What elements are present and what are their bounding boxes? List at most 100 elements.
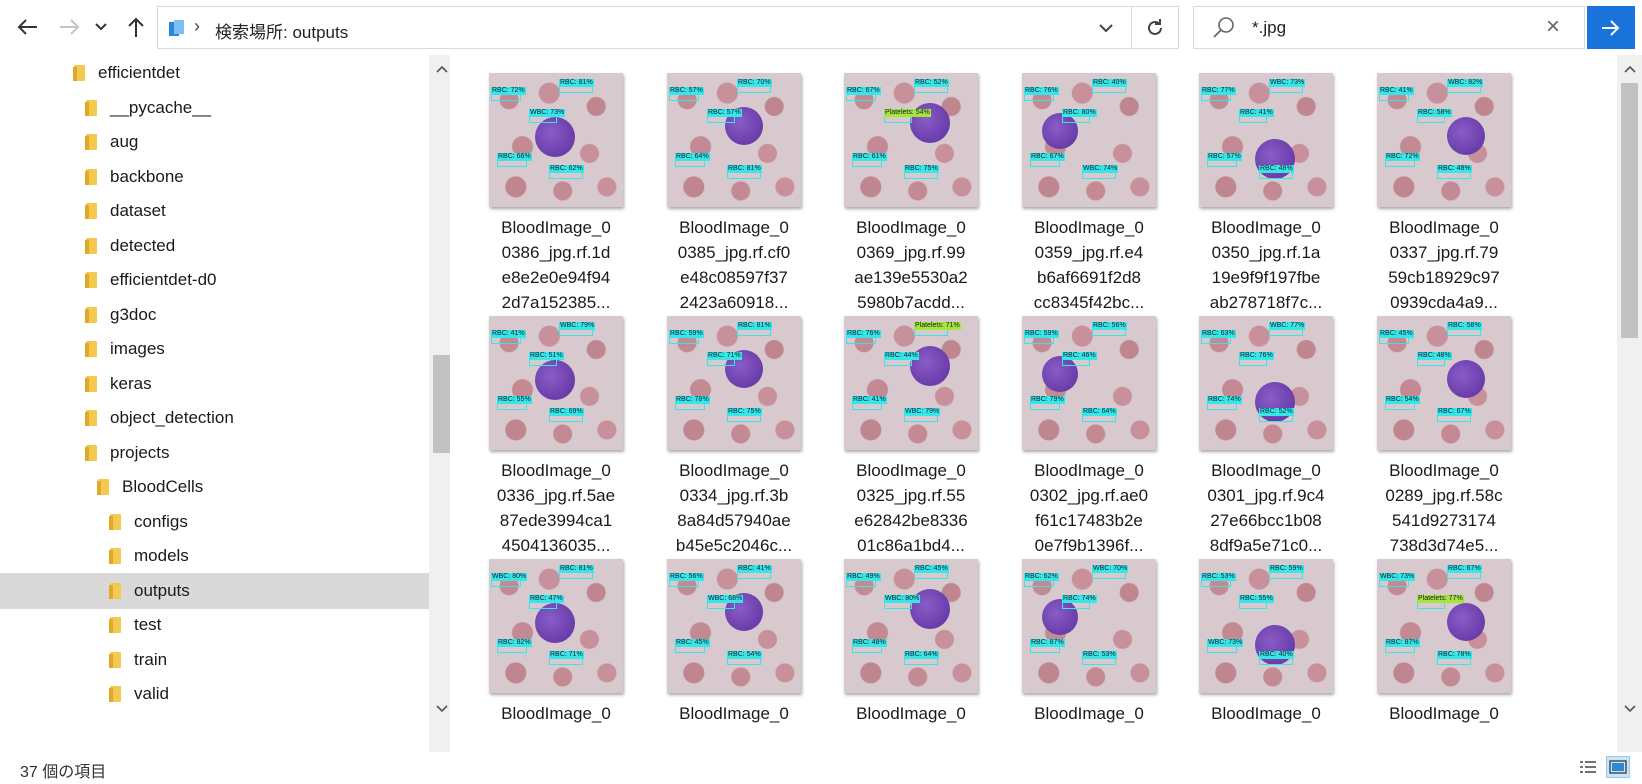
tree-item-models[interactable]: models (0, 538, 449, 574)
file-name-line: 0359_jpg.rf.e4 (1009, 240, 1169, 265)
tree-item-projects[interactable]: projects (0, 435, 449, 471)
file-item[interactable]: RBC: 62% RBC: 74% WBC: 70% RBC: 87% RBC: 53%… (1009, 541, 1169, 752)
content-scroll-thumb[interactable] (1621, 83, 1638, 338)
tree-item-efficientdet-d0[interactable]: efficientdet-d0 (0, 262, 449, 298)
clear-search-icon[interactable]: × (1546, 13, 1560, 41)
detection-label: WBC: 80% (884, 595, 920, 603)
detection-label: RBC: 45% (1379, 330, 1414, 338)
status-bar: 37 個の項目 (0, 752, 1642, 784)
detection-label: RBC: 40% (1092, 79, 1127, 87)
detection-label: RBC: 82% (497, 639, 532, 647)
content-scrollbar[interactable] (1617, 55, 1642, 752)
scroll-up-icon[interactable] (429, 57, 450, 81)
file-item[interactable]: RBC: 64% RBC: 59% RBC: 46% RBC: 56% RBC: 79%… (1009, 298, 1169, 538)
folder-icon (84, 444, 98, 462)
file-name-line: 0325_jpg.rf.55 (831, 483, 991, 508)
detection-label: RBC: 71% (707, 352, 742, 360)
detection-label: RBC: 79% (1030, 396, 1065, 404)
detection-label: Platelets: 77% (1417, 595, 1464, 603)
folder-icon (84, 409, 98, 427)
back-button[interactable] (12, 12, 42, 42)
file-item[interactable]: RBC: 52% RBC: 61% RBC: 75% RBC: 67% Platelet… (831, 55, 991, 295)
detection-label: RBC: 80% (1062, 109, 1097, 117)
tree-item-keras[interactable]: keras (0, 366, 449, 402)
detection-label: RBC: 64% (1082, 408, 1117, 416)
file-thumbnail: RBC: 41% WBC: 79% RBC: 76% RBC: 44% Platelet… (844, 316, 978, 450)
tree-item-bloodcells[interactable]: BloodCells (0, 469, 449, 505)
search-box[interactable]: *.jpg × (1193, 6, 1585, 49)
detection-label: WBC: 73% (529, 109, 565, 117)
tree-item-label: train (134, 650, 167, 670)
file-item[interactable]: RBC: 57% RBC: 70% RBC: 64% RBC: 81% RBC: 57%… (654, 55, 814, 295)
details-view-button[interactable] (1576, 756, 1600, 778)
detection-label: RBC: 67% (1437, 408, 1472, 416)
file-item[interactable]: RBC: 48% RBC: 77% RBC: 41% WBC: 73% RBC: 57%… (1186, 55, 1346, 295)
file-thumbnail: RBC: 45% RBC: 54% RBC: 56% WBC: 68% RBC: 41% (667, 559, 801, 693)
tree-item-images[interactable]: images (0, 331, 449, 367)
breadcrumb-chevron-icon: › (194, 16, 200, 37)
file-item[interactable]: RBC: 64% RBC: 49% WBC: 80% RBC: 45% RBC: 48%… (831, 541, 991, 752)
tree-item-configs[interactable]: configs (0, 504, 449, 540)
address-dropdown-icon[interactable] (1098, 15, 1114, 41)
tree-scroll-thumb[interactable] (433, 355, 450, 453)
tree-item-label: images (110, 339, 165, 359)
detection-label: RBC: 78% (675, 396, 710, 404)
file-item[interactable]: RBC: 67% WBC: 74% RBC: 76% RBC: 80% RBC: 40%… (1009, 55, 1169, 295)
scroll-up-icon[interactable] (1617, 57, 1642, 81)
detection-label: RBC: 59% (1024, 330, 1059, 338)
address-bar[interactable]: › 検索場所: outputs (157, 6, 1132, 49)
detection-label: WBC: 80% (491, 573, 527, 581)
file-name-line: 0350_jpg.rf.1a (1186, 240, 1346, 265)
tree-item-label: dataset (110, 201, 166, 221)
file-item[interactable]: RBC: 63% RBC: 76% WBC: 77% RBC: 74% RBC: 52%… (1186, 298, 1346, 538)
forward-button[interactable] (55, 12, 85, 42)
file-item[interactable]: RBC: 72% WBC: 73% RBC: 81% RBC: 66% RBC: 62%… (476, 55, 636, 295)
wbc-cell (535, 360, 575, 400)
tree-scrollbar[interactable] (429, 55, 450, 752)
tree-item-test[interactable]: test (0, 607, 449, 643)
tree-item-object-detection[interactable]: object_detection (0, 400, 449, 436)
scroll-down-icon[interactable] (1617, 697, 1642, 721)
file-item[interactable]: RBC: 81% RBC: 82% RBC: 71% WBC: 80% RBC: 47%… (476, 541, 636, 752)
search-input[interactable]: *.jpg (1252, 18, 1286, 38)
tree-item-backbone[interactable]: backbone (0, 159, 449, 195)
detection-label: RBC: 40% (1259, 651, 1294, 659)
thumbnail-view-button[interactable] (1606, 756, 1630, 778)
tree-item-valid[interactable]: valid (0, 676, 449, 712)
search-go-button[interactable] (1587, 6, 1635, 49)
tree-item-dataset[interactable]: dataset (0, 193, 449, 229)
file-item[interactable]: RBC: 41% RBC: 58% WBC: 82% RBC: 72% RBC: 48%… (1364, 55, 1524, 295)
up-button[interactable] (121, 12, 151, 42)
tree-item-pycache[interactable]: __pycache__ (0, 90, 449, 126)
tree-item-label: efficientdet (98, 63, 180, 83)
tree-item-g3doc[interactable]: g3doc (0, 297, 449, 333)
detection-label: WBC: 82% (1447, 79, 1483, 87)
tree-item-aug[interactable]: aug (0, 124, 449, 160)
file-item[interactable]: RBC: 45% RBC: 54% RBC: 56% WBC: 68% RBC: 41%… (654, 541, 814, 752)
refresh-icon (1145, 18, 1165, 38)
file-item[interactable]: RBC: 81% RBC: 78% RBC: 75% RBC: 59% RBC: 71%… (654, 298, 814, 538)
search-folder-icon (168, 19, 185, 37)
tree-item-outputs[interactable]: outputs (0, 573, 449, 609)
tree-item-train[interactable]: train (0, 642, 449, 678)
tree-item-efficientdet[interactable]: efficientdet (0, 55, 449, 91)
detection-label: RBC: 54% (727, 651, 762, 659)
detection-label: RBC: 56% (1092, 322, 1127, 330)
file-item[interactable]: RBC: 41% WBC: 79% RBC: 76% RBC: 44% Platelet… (831, 298, 991, 538)
recent-locations-button[interactable] (91, 12, 111, 42)
refresh-button[interactable] (1132, 6, 1179, 49)
file-item[interactable]: RBC: 48% RBC: 58% RBC: 54% RBC: 67% RBC: 45%… (1364, 298, 1524, 538)
file-item[interactable]: RBC: 51% WBC: 79% RBC: 55% RBC: 69% RBC: 41%… (476, 298, 636, 538)
detection-label: RBC: 81% (727, 165, 762, 173)
file-item[interactable]: RBC: 67% RBC: 87% RBC: 78% WBC: 73% Platelet… (1364, 541, 1524, 752)
file-name: BloodImage_0 (1186, 701, 1346, 726)
detection-label: RBC: 56% (669, 573, 704, 581)
detection-label: RBC: 55% (497, 396, 532, 404)
folder-icon (108, 616, 122, 634)
tree-item-label: projects (110, 443, 170, 463)
tree-item-detected[interactable]: detected (0, 228, 449, 264)
scroll-down-icon[interactable] (429, 697, 450, 721)
detection-label: RBC: 47% (529, 595, 564, 603)
folder-icon (108, 547, 122, 565)
file-item[interactable]: RBC: 55% RBC: 59% WBC: 73% RBC: 40% RBC: 53%… (1186, 541, 1346, 752)
